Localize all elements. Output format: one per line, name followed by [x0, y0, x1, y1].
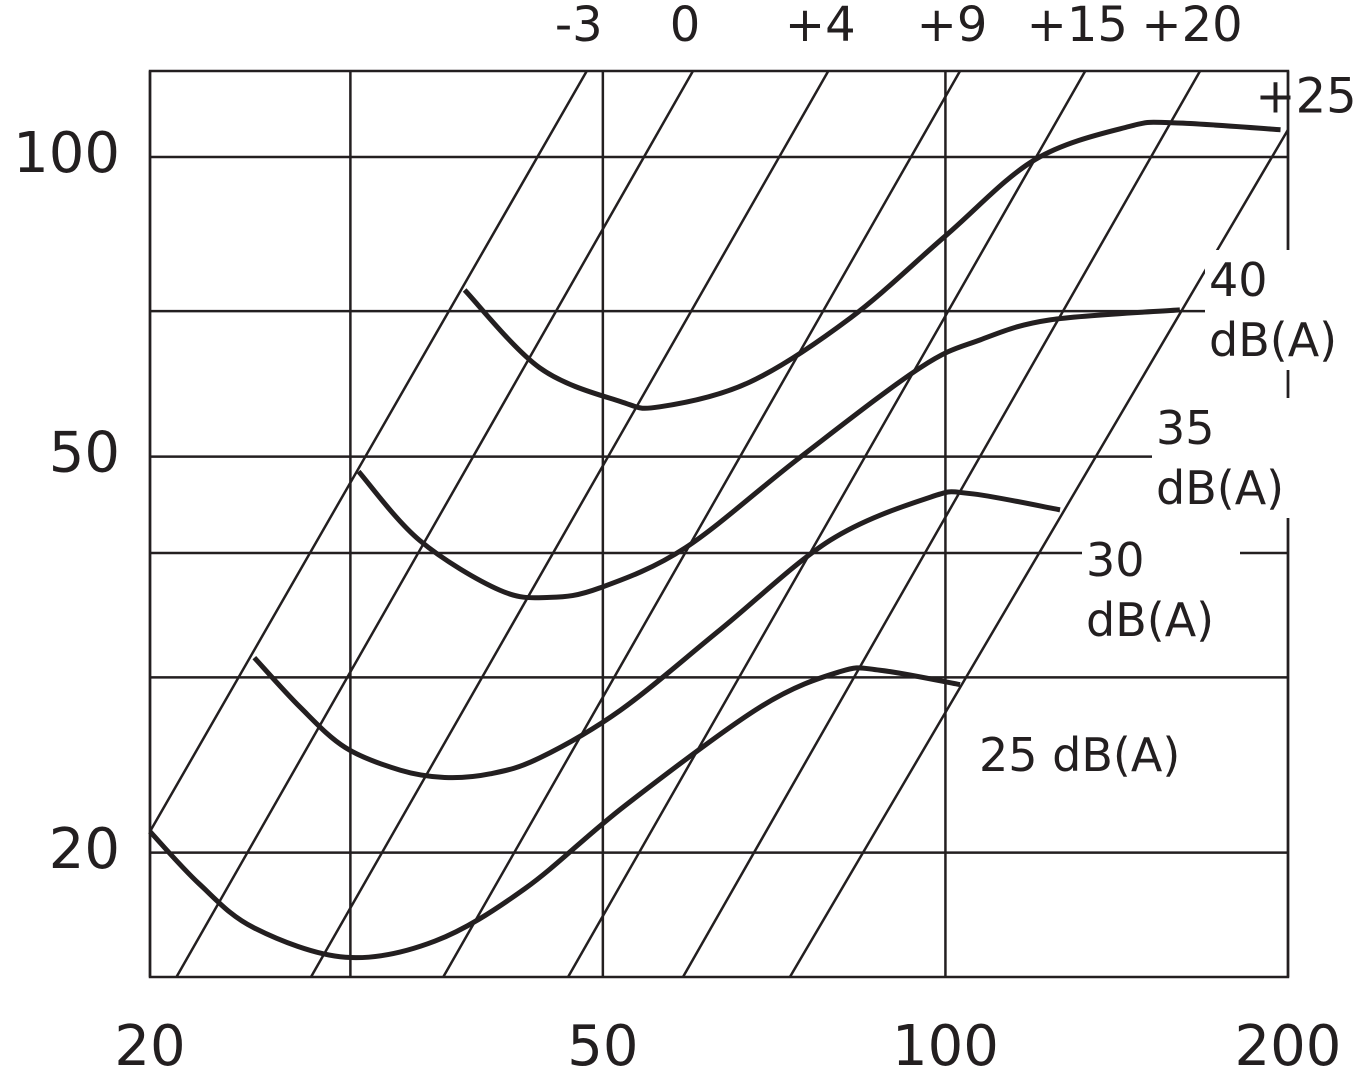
curve-label: 25 dB(A)	[975, 725, 1243, 785]
curve-label-box: 30 dB(A)	[1082, 530, 1240, 650]
reference-label: -3	[555, 0, 603, 53]
reference-line	[442, 70, 962, 978]
curve-label: 35 dB(A)	[1152, 398, 1310, 518]
reference-label: +15	[1027, 0, 1128, 53]
reference-line	[148, 70, 588, 833]
reference-label: +9	[917, 0, 988, 53]
reference-line	[681, 70, 1202, 978]
reference-label: +20	[1141, 0, 1242, 53]
y-tick-label: 20	[49, 817, 120, 882]
curve-label: 40 dB(A)	[1205, 250, 1359, 370]
reference-label: +25	[1255, 69, 1356, 125]
reference-line	[309, 70, 830, 978]
plot-frame	[148, 69, 1290, 979]
reference-line	[566, 70, 1087, 978]
reference-label: 0	[670, 0, 701, 53]
curve	[462, 119, 1281, 411]
curve-label-box: 40 dB(A)	[1205, 250, 1359, 370]
y-tick-label: 100	[13, 121, 120, 186]
curve	[252, 489, 1061, 781]
curve-label-box: 25 dB(A)	[975, 725, 1243, 785]
curve	[356, 307, 1181, 601]
x-tick-label: 50	[567, 1014, 638, 1079]
curve	[148, 665, 961, 961]
reference-label: +4	[785, 0, 856, 53]
reference-line	[175, 70, 695, 978]
x-tick-label: 20	[114, 1014, 185, 1079]
reference-line	[788, 129, 1290, 978]
x-tick-label: 200	[1235, 1014, 1342, 1079]
curve-label: 30 dB(A)	[1082, 530, 1240, 650]
x-tick-label: 100	[892, 1014, 999, 1079]
y-tick-label: 50	[49, 421, 120, 486]
curve-label-box: 35 dB(A)	[1152, 398, 1310, 518]
